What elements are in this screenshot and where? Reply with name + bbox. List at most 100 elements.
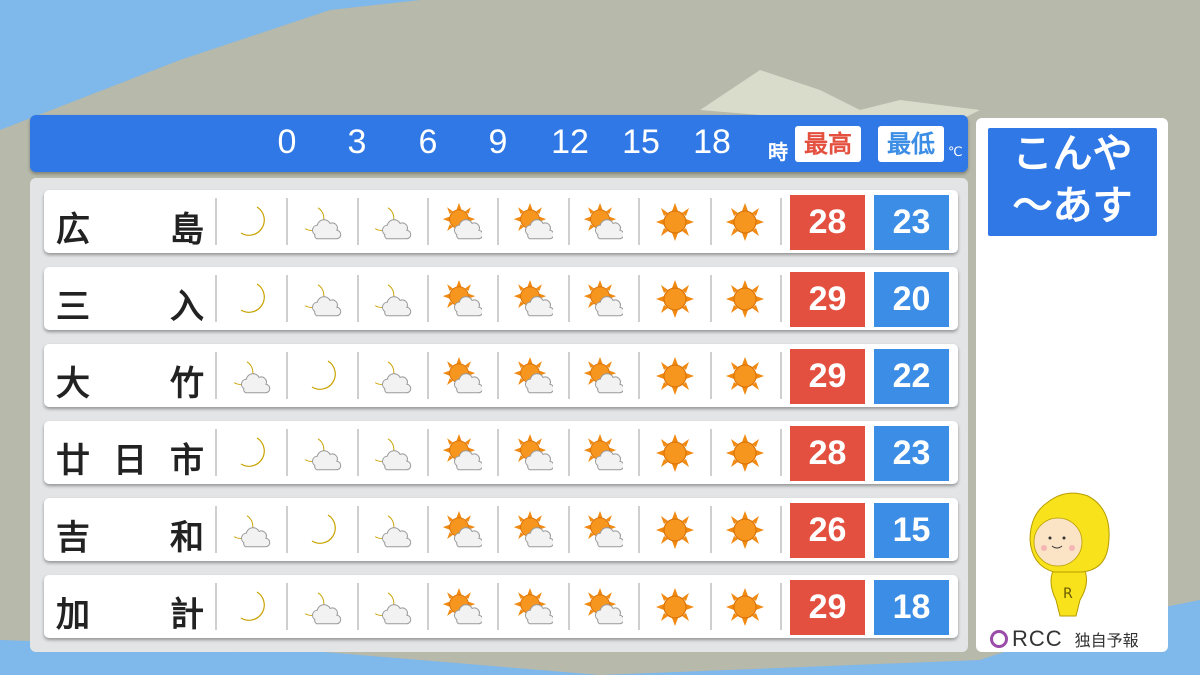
column-divider: [215, 352, 217, 399]
min-temp: 23: [874, 195, 949, 250]
column-divider: [568, 583, 570, 630]
sun-cloud-icon: [442, 588, 482, 625]
min-temp: 18: [874, 580, 949, 635]
moon-icon: [240, 591, 265, 621]
sun-cloud-icon: [513, 588, 553, 625]
forecast-row: 三入 29 20: [44, 267, 958, 330]
column-divider: [357, 429, 359, 476]
sun-cloud-icon: [513, 280, 553, 317]
column-divider: [780, 275, 782, 322]
column-divider: [497, 275, 499, 322]
svg-text:R: R: [1063, 586, 1073, 602]
column-divider: [427, 275, 429, 322]
column-divider: [780, 583, 782, 630]
forecast-row: 広島 28 23: [44, 190, 958, 253]
moon-cloud-icon: [304, 207, 342, 240]
location-char: 廿: [56, 441, 90, 481]
hour-label: 3: [347, 123, 367, 161]
sun-cloud-icon: [442, 511, 482, 548]
column-divider: [568, 506, 570, 553]
column-divider: [286, 583, 288, 630]
sun-icon: [655, 511, 695, 549]
moon-cloud-icon: [233, 515, 271, 548]
brand-name: RCC: [1012, 626, 1063, 651]
column-divider: [427, 583, 429, 630]
min-temp: 22: [874, 349, 949, 404]
column-divider: [568, 275, 570, 322]
max-temp: 26: [790, 503, 865, 558]
moon-cloud-icon: [304, 592, 342, 625]
sun-cloud-icon: [583, 588, 623, 625]
column-divider: [215, 506, 217, 553]
sun-cloud-icon: [442, 434, 482, 471]
moon-cloud-icon: [374, 515, 412, 548]
column-divider: [427, 198, 429, 245]
location-char: 竹: [170, 364, 204, 404]
max-temp: 28: [790, 195, 865, 250]
location-char: 三: [56, 287, 90, 327]
time-header: 0 3 6 9 12 15 18 時 最高 最低 ℃: [30, 115, 968, 172]
sun-cloud-icon: [583, 203, 623, 240]
column-divider: [568, 352, 570, 399]
moon-icon: [240, 437, 265, 467]
max-temp: 29: [790, 272, 865, 327]
sun-cloud-icon: [442, 280, 482, 317]
location-name: 廿日市: [56, 433, 204, 481]
moon-cloud-icon: [374, 592, 412, 625]
location-name: 大竹: [56, 356, 204, 404]
hour-label: 0: [277, 123, 297, 161]
sun-cloud-icon: [583, 511, 623, 548]
sun-icon: [725, 434, 765, 472]
min-temp: 23: [874, 426, 949, 481]
moon-cloud-icon: [374, 284, 412, 317]
forecast-row: 吉和 26 15: [44, 498, 958, 561]
sun-icon: [655, 280, 695, 318]
column-divider: [357, 352, 359, 399]
moon-icon: [240, 206, 265, 236]
location-char: 広: [56, 210, 90, 250]
column-divider: [638, 583, 640, 630]
column-divider: [568, 429, 570, 476]
location-name: 広島: [56, 202, 204, 250]
moon-cloud-icon: [374, 361, 412, 394]
sun-icon: [725, 357, 765, 395]
moon-icon: [311, 514, 336, 544]
moon-cloud-icon: [304, 284, 342, 317]
sun-icon: [655, 203, 695, 241]
brand-note: 独自予報: [1074, 631, 1139, 650]
column-divider: [357, 275, 359, 322]
sun-icon: [725, 511, 765, 549]
column-divider: [286, 506, 288, 553]
sun-cloud-icon: [513, 434, 553, 471]
temp-unit: ℃: [948, 145, 963, 160]
sun-icon: [655, 357, 695, 395]
location-char: 加: [56, 595, 90, 635]
location-name: 三入: [56, 279, 204, 327]
rcc-logo: RCC 独自予報: [990, 626, 1139, 652]
hour-label: 12: [551, 123, 589, 161]
location-name: 吉和: [56, 510, 204, 558]
column-divider: [286, 352, 288, 399]
sun-icon: [655, 434, 695, 472]
column-divider: [427, 506, 429, 553]
lemon-mascot-icon: R: [1029, 492, 1110, 617]
column-divider: [568, 198, 570, 245]
column-divider: [286, 198, 288, 245]
forecast-row: 廿日市 28 23: [44, 421, 958, 484]
column-divider: [215, 198, 217, 245]
location-name: 加計: [56, 587, 204, 635]
forecast-table: 広島 28 23 三入 29 20 大竹 29 22 廿日市 28 23 吉和 26 15 加計 29 18: [30, 178, 968, 652]
column-divider: [427, 352, 429, 399]
column-divider: [638, 275, 640, 322]
location-char: 入: [170, 287, 204, 327]
column-divider: [357, 198, 359, 245]
moon-cloud-icon: [304, 438, 342, 471]
min-temp: 20: [874, 272, 949, 327]
column-divider: [497, 352, 499, 399]
column-divider: [710, 583, 712, 630]
hour-unit: 時: [768, 140, 788, 164]
moon-cloud-icon: [233, 361, 271, 394]
moon-icon: [240, 283, 265, 313]
sun-cloud-icon: [513, 203, 553, 240]
column-divider: [357, 583, 359, 630]
